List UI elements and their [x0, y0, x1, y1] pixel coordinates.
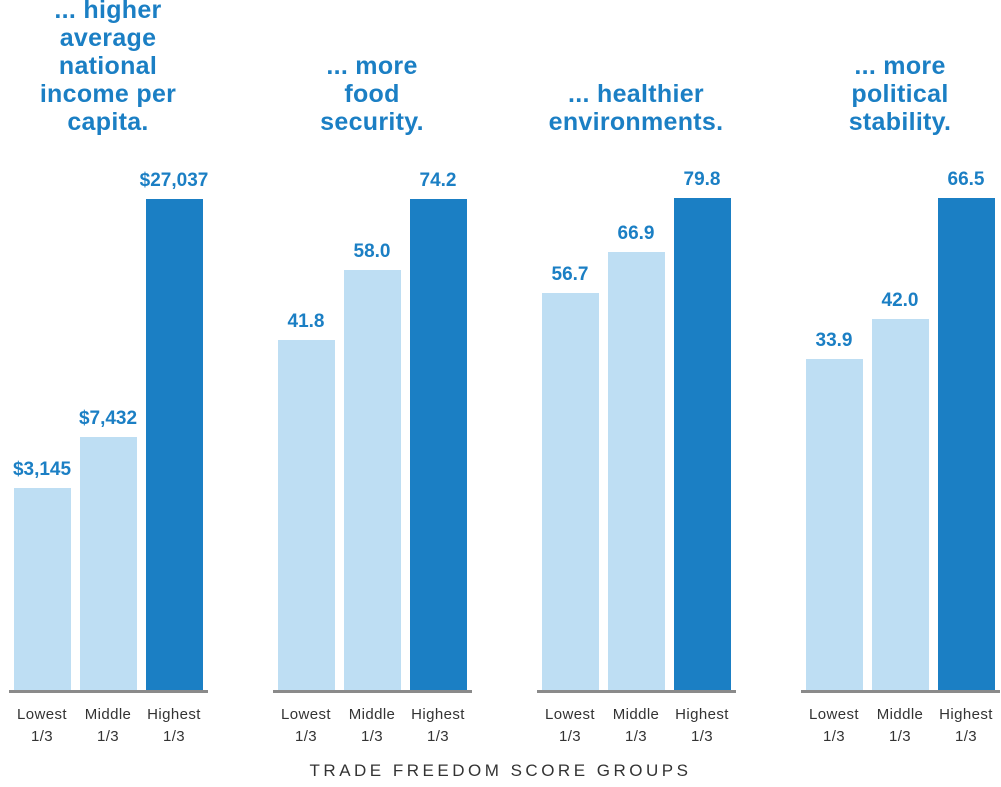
bar-group: $3,145 [12, 459, 72, 690]
bar-value-label: 74.2 [419, 170, 457, 191]
bar-middle-1-3 [871, 319, 929, 690]
category-label: Highest 1/3 [411, 706, 465, 745]
category-label: Highest 1/3 [675, 706, 729, 745]
category-label: Lowest 1/3 [17, 706, 67, 745]
bar-value-label: 79.8 [683, 169, 721, 190]
category-label: Middle 1/3 [84, 706, 132, 745]
bar-lowest-1-3 [805, 359, 863, 690]
bar-value-label: 56.7 [551, 264, 589, 285]
charts-row: ... higher average national income per c… [8, 0, 1000, 748]
bar-lowest-1-3 [277, 340, 335, 690]
bar-group: 56.7 [541, 264, 599, 690]
bar-value-label: 33.9 [815, 330, 853, 351]
bar-group: 79.8 [673, 169, 731, 690]
category-label: Middle 1/3 [612, 706, 660, 745]
chart-title: ... healthier environments. [548, 80, 724, 136]
xaxis-label: TRADE FREEDOM SCORE GROUPS [309, 761, 692, 780]
bar-group: 58.0 [343, 241, 401, 690]
bar-baseline-group: 41.8 58.0 74.2 [272, 170, 472, 693]
bar-value-label: 66.5 [947, 169, 985, 190]
bar-lowest-1-3 [13, 488, 71, 690]
bar-group: 42.0 [871, 290, 929, 690]
chart-title: ... more political stability. [848, 52, 952, 136]
category-label: Lowest 1/3 [809, 706, 859, 745]
bar-value-label: 58.0 [353, 241, 391, 262]
plot-area: $3,145 $7,432 $27,037 [8, 140, 208, 693]
category-labels-row: Lowest 1/3 Middle 1/3 Highest 1/3 [800, 693, 1000, 748]
category-label: Highest 1/3 [939, 706, 993, 745]
bar-lowest-1-3 [541, 293, 599, 690]
bar-value-label: $27,037 [139, 170, 209, 191]
category-labels-row: Lowest 1/3 Middle 1/3 Highest 1/3 [8, 693, 208, 748]
bar-group: 66.9 [607, 223, 665, 690]
chart-political-stability: ... more political stability. 33.9 42.0 66.… [800, 0, 1000, 748]
category-label: Lowest 1/3 [281, 706, 331, 745]
bar-group: 41.8 [277, 311, 335, 690]
chart-healthier-environments: ... healthier environments. 56.7 66.9 79.8 L… [536, 0, 736, 748]
category-label: Highest 1/3 [147, 706, 201, 745]
plot-area: 33.9 42.0 66.5 [800, 140, 1000, 693]
bar-value-label: 66.9 [617, 223, 655, 244]
bar-value-label: 41.8 [287, 311, 325, 332]
bar-middle-1-3 [607, 252, 665, 690]
bar-middle-1-3 [343, 270, 401, 690]
bar-highest-1-3 [409, 199, 467, 690]
bar-group: $27,037 [140, 170, 208, 690]
chart-title: ... higher average national income per c… [39, 0, 177, 136]
chart-food-security: ... more food security. 41.8 58.0 74.2 Lowes… [272, 0, 472, 748]
category-labels-row: Lowest 1/3 Middle 1/3 Highest 1/3 [272, 693, 472, 748]
bar-value-label: 42.0 [881, 290, 919, 311]
bar-baseline-group: $3,145 $7,432 $27,037 [8, 170, 208, 693]
bar-baseline-group: 33.9 42.0 66.5 [800, 169, 1000, 693]
bar-value-label: $7,432 [78, 408, 138, 429]
bar-highest-1-3 [145, 199, 203, 690]
bar-group: 33.9 [805, 330, 863, 690]
bar-highest-1-3 [937, 198, 995, 690]
bar-group: 74.2 [409, 170, 467, 690]
plot-area: 41.8 58.0 74.2 [272, 140, 472, 693]
chart-income: ... higher average national income per c… [8, 0, 208, 748]
bar-middle-1-3 [79, 437, 137, 690]
bar-group: 66.5 [937, 169, 995, 690]
bar-group: $7,432 [78, 408, 138, 690]
bar-baseline-group: 56.7 66.9 79.8 [536, 169, 736, 693]
category-labels-row: Lowest 1/3 Middle 1/3 Highest 1/3 [536, 693, 736, 748]
category-label: Lowest 1/3 [545, 706, 595, 745]
category-label: Middle 1/3 [876, 706, 924, 745]
bar-value-label: $3,145 [12, 459, 72, 480]
plot-area: 56.7 66.9 79.8 [536, 140, 736, 693]
bar-highest-1-3 [673, 198, 731, 690]
chart-title: ... more food security. [320, 52, 424, 136]
category-label: Middle 1/3 [348, 706, 396, 745]
